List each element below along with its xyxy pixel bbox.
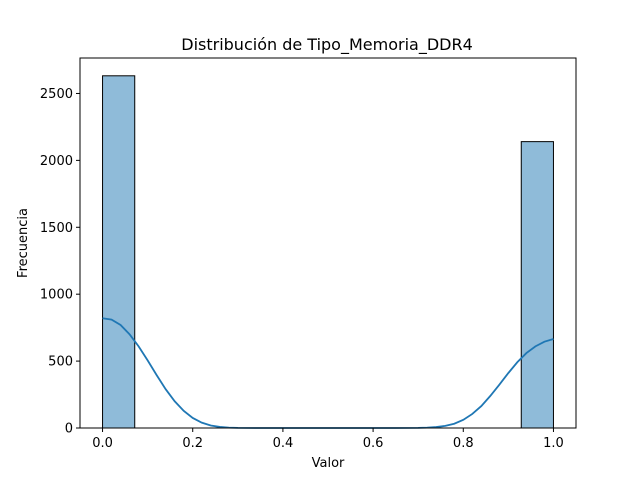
y-axis-ticks: 0 500 1000 1500 2000 2500 — [40, 87, 80, 437]
y-axis-label: Frecuencia — [16, 208, 31, 278]
histogram-bars — [102, 75, 554, 429]
y-tick-label: 2500 — [40, 87, 73, 102]
y-tick-label: 1000 — [40, 288, 73, 303]
x-tick-label: 1.0 — [543, 436, 564, 451]
x-tick-label: 0.6 — [363, 436, 384, 451]
plot-frame — [79, 57, 577, 429]
y-tick-label: 0 — [65, 422, 73, 437]
x-tick-label: 0.2 — [182, 436, 203, 451]
x-axis-label: Valor — [312, 456, 345, 471]
x-tick-label: 0.4 — [273, 436, 294, 451]
histogram-bar — [520, 141, 554, 429]
kde-curve — [102, 317, 554, 429]
y-tick-label: 500 — [48, 355, 73, 370]
x-tick-label: 0.8 — [453, 436, 474, 451]
histogram-bar — [102, 75, 136, 429]
y-tick-label: 2000 — [40, 154, 73, 169]
chart-title: Distribución de Tipo_Memoria_DDR4 — [181, 35, 473, 55]
y-tick-label: 1500 — [40, 221, 73, 236]
x-tick-label: 0.0 — [92, 436, 113, 451]
x-axis-ticks: 0.0 0.2 0.4 0.6 0.8 1.0 — [92, 428, 564, 451]
